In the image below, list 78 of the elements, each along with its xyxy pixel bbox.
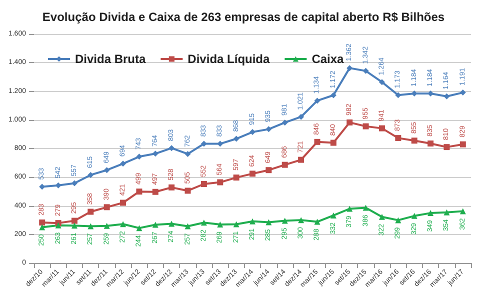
point [168, 184, 175, 190]
point [460, 141, 466, 148]
point [298, 156, 304, 163]
point [314, 138, 320, 145]
point [250, 170, 256, 177]
point [444, 93, 450, 100]
point [104, 222, 110, 229]
point [136, 154, 142, 160]
point [460, 208, 466, 214]
point [395, 135, 402, 142]
chart-title: Evolução Divida e Caixa de 263 empresas de capital aberto R$ Bilhões [42, 10, 445, 24]
point [362, 68, 369, 74]
point [217, 179, 224, 186]
point [362, 204, 369, 211]
point [136, 225, 142, 232]
point [168, 145, 175, 152]
point [330, 140, 336, 146]
point [460, 90, 466, 96]
point [250, 129, 256, 136]
point [104, 204, 110, 210]
point [428, 210, 434, 216]
point [314, 218, 320, 225]
point [104, 167, 110, 174]
point [88, 223, 94, 230]
point [378, 79, 385, 86]
legend-label: Divida Líquida [188, 52, 270, 66]
point [362, 123, 369, 130]
point [120, 160, 126, 167]
point [395, 217, 402, 224]
point [39, 224, 46, 230]
point [88, 208, 94, 215]
point [411, 138, 418, 144]
point [120, 221, 126, 228]
point [200, 180, 207, 187]
point [152, 188, 158, 195]
point [298, 217, 304, 224]
point [88, 172, 94, 178]
point [444, 144, 450, 150]
point [200, 220, 207, 226]
point [330, 212, 336, 218]
point [120, 200, 126, 206]
point [184, 150, 191, 157]
legend-label: Divida Bruta [75, 52, 146, 66]
point [314, 98, 320, 104]
point [233, 174, 240, 181]
point [233, 221, 240, 228]
point [298, 114, 304, 120]
point [411, 212, 418, 219]
point [71, 218, 78, 224]
point [346, 119, 353, 126]
point [330, 92, 336, 98]
point [152, 222, 158, 228]
point [200, 140, 207, 147]
point [184, 188, 191, 194]
point [378, 214, 385, 220]
point [282, 120, 288, 126]
point [346, 65, 353, 72]
point [266, 126, 272, 132]
point [168, 220, 175, 227]
point [378, 125, 385, 132]
point [152, 150, 158, 157]
point [346, 206, 353, 212]
point [39, 219, 46, 226]
point [266, 219, 272, 226]
point [217, 222, 224, 228]
point [233, 136, 240, 142]
point [428, 140, 434, 146]
point [184, 223, 191, 230]
point [395, 92, 402, 98]
point [444, 209, 450, 216]
point [136, 188, 142, 195]
point [55, 182, 62, 188]
legend-label: Caixa [312, 52, 344, 66]
point [282, 162, 288, 168]
point [282, 218, 288, 224]
point [250, 218, 256, 224]
point [266, 167, 272, 174]
point [71, 222, 78, 229]
